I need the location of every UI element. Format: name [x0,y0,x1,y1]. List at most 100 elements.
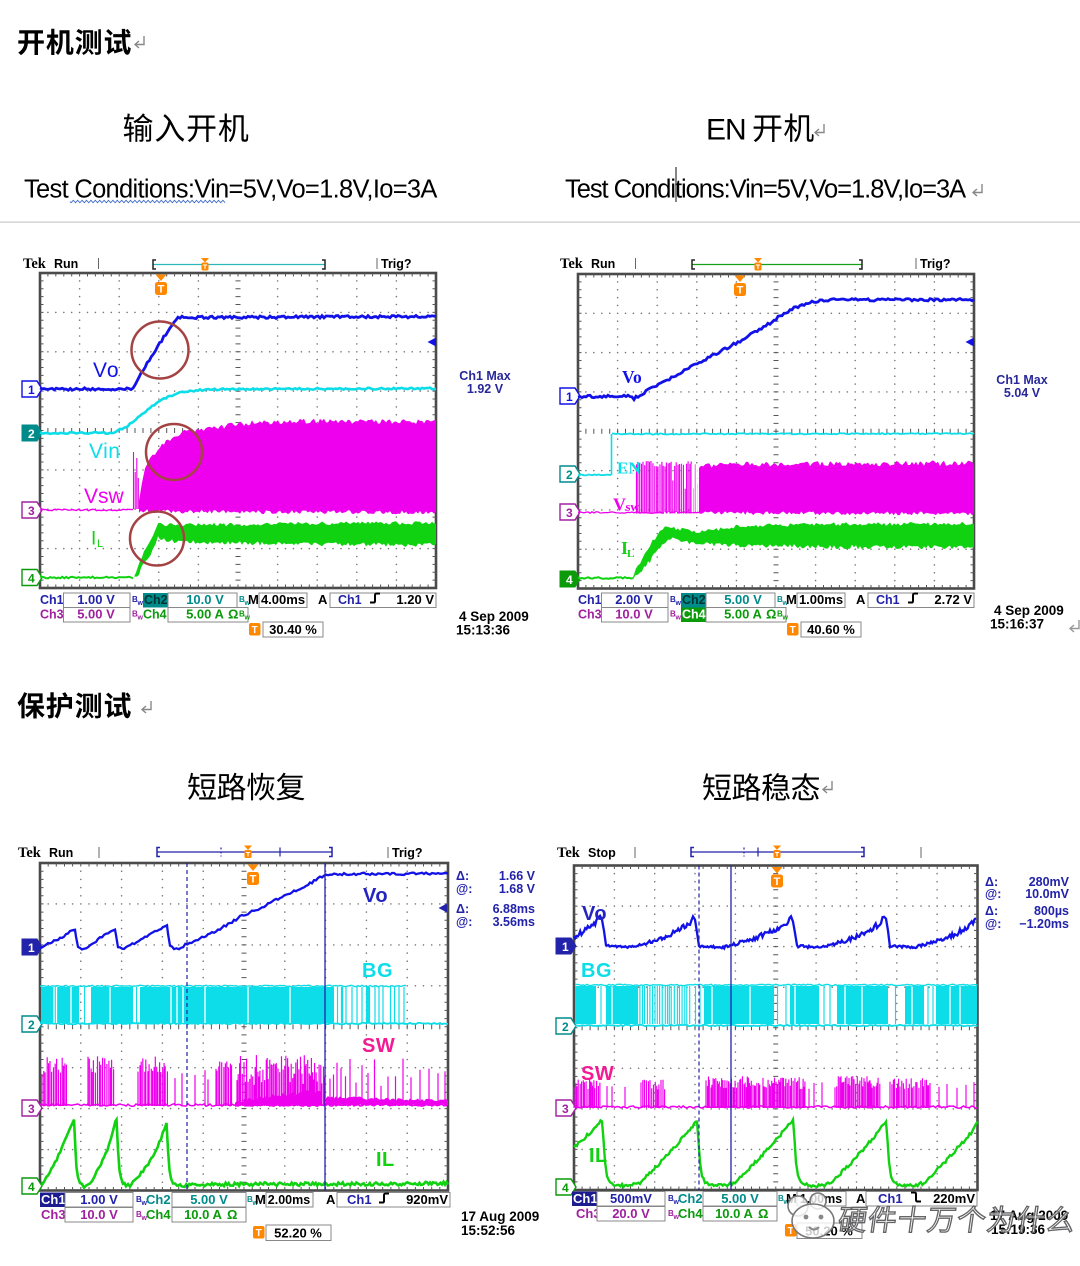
svg-text:1.68 V: 1.68 V [499,882,536,896]
svg-text:Ch2: Ch2 [146,1192,171,1207]
svg-text:A: A [318,592,328,607]
svg-text:A: A [856,1191,866,1206]
svg-text:Vo: Vo [93,359,120,382]
svg-text:IL: IL [589,1145,608,1167]
svg-text:10.0 A: 10.0 A [715,1206,753,1221]
svg-text:Trig?: Trig? [381,257,412,271]
svg-text:5.00 V: 5.00 V [77,607,115,622]
svg-text:Tek: Tek [560,256,584,272]
svg-text:Tek: Tek [23,256,47,272]
svg-text:Ch3: Ch3 [40,608,64,622]
svg-text:@:: @: [456,882,472,896]
svg-text:20.0 V: 20.0 V [612,1206,650,1221]
svg-text:w: w [673,1214,680,1221]
svg-text:1.00 V: 1.00 V [77,592,115,607]
svg-text:10.0mV: 10.0mV [1025,887,1069,901]
svg-text:Ch1: Ch1 [41,1192,66,1207]
svg-text:Ch3: Ch3 [576,1206,601,1221]
svg-text:Ch3: Ch3 [41,1207,66,1222]
svg-text:B: B [670,595,676,604]
svg-text:w: w [137,615,144,622]
svg-text:Ch1: Ch1 [573,1191,598,1206]
svg-text:10.0 A: 10.0 A [184,1207,222,1222]
svg-text:V: V [613,495,626,515]
svg-text:w: w [141,1200,148,1207]
svg-text:T: T [774,876,781,888]
svg-text:Ch4: Ch4 [143,608,167,622]
svg-text:Ch1 Max: Ch1 Max [459,369,510,383]
svg-text:3.56ms: 3.56ms [493,915,535,929]
svg-text:4: 4 [28,1180,35,1194]
svg-text:Δ:: Δ: [985,904,998,918]
svg-text:B: B [777,610,783,619]
svg-text:M: M [786,592,797,607]
svg-text:5.00 V: 5.00 V [190,1192,228,1207]
svg-text:T: T [788,1226,794,1237]
svg-text:Ch1: Ch1 [40,593,64,607]
svg-text:Stop: Stop [588,846,616,860]
svg-text:T: T [790,625,796,636]
svg-text:2: 2 [566,468,573,482]
svg-text:Ch1: Ch1 [876,593,900,607]
svg-text:10.0 V: 10.0 V [80,1207,118,1222]
svg-text:4 Sep 2009: 4 Sep 2009 [459,609,529,624]
svg-text:Ω: Ω [228,607,238,622]
svg-text:1.00 V: 1.00 V [80,1192,118,1207]
svg-text:w: w [782,600,789,607]
svg-text:2.00ms: 2.00ms [268,1193,310,1207]
svg-text:BG: BG [581,960,612,982]
svg-text:15:16:37: 15:16:37 [990,617,1044,632]
svg-text:B: B [670,610,676,619]
svg-text:EN: EN [706,114,746,147]
svg-text:BG: BG [362,960,393,982]
svg-text:Ch2: Ch2 [678,1191,703,1206]
svg-text:500mV: 500mV [610,1191,652,1206]
svg-text:Ch1: Ch1 [338,593,362,607]
svg-text:L: L [97,538,103,550]
svg-text:w: w [137,600,144,607]
svg-text:Ch1: Ch1 [578,593,602,607]
svg-text:SW: SW [581,1063,614,1085]
svg-text:220mV: 220mV [933,1191,975,1206]
svg-text:Trig?: Trig? [920,257,951,271]
svg-text:@:: @: [985,887,1001,901]
svg-text:6.88ms: 6.88ms [493,902,535,916]
svg-text:B: B [132,595,138,604]
svg-text:B: B [136,1210,142,1219]
svg-text:@:: @: [456,915,472,929]
svg-text:w: w [782,615,789,622]
svg-text:Ch4: Ch4 [146,1207,171,1222]
svg-text:40.60 %: 40.60 % [807,622,855,637]
svg-text:Ch4: Ch4 [678,1206,703,1221]
svg-text:10.0 V: 10.0 V [186,592,224,607]
svg-text:3: 3 [28,504,35,518]
svg-text:3: 3 [28,1102,35,1116]
svg-text:T: T [158,284,165,296]
svg-text:Vin: Vin [89,440,120,463]
svg-text:1: 1 [566,390,573,404]
svg-text:4: 4 [28,572,35,586]
svg-text:4 Sep 2009: 4 Sep 2009 [994,603,1064,618]
svg-text:T: T [256,1228,262,1239]
svg-text:Ch1 Max: Ch1 Max [996,373,1047,387]
svg-text:Ω: Ω [758,1206,768,1221]
svg-text:Run: Run [49,846,73,860]
svg-text:15:52:56: 15:52:56 [461,1223,516,1238]
svg-text:Test Conditions:Vin=5V,Vo=1.8V: Test Conditions:Vin=5V,Vo=1.8V,Io=3A [565,176,966,204]
svg-text:1.92 V: 1.92 V [467,382,504,396]
svg-text:1.66 V: 1.66 V [499,869,536,883]
svg-text:4: 4 [562,1181,569,1195]
svg-text:w: w [675,600,682,607]
svg-text:B: B [132,610,138,619]
svg-text:Ch3: Ch3 [578,608,602,622]
svg-text:15:19:36: 15:19:36 [991,1222,1046,1237]
svg-text:Δ:: Δ: [456,902,469,916]
svg-text:15:13:36: 15:13:36 [456,623,511,638]
svg-text:5.00 A: 5.00 A [724,607,762,622]
svg-text:Δ:: Δ: [985,875,998,889]
svg-text:M: M [248,592,259,607]
svg-text:Ch1: Ch1 [347,1192,372,1207]
svg-text:w: w [244,600,251,607]
svg-text:5.04 V: 5.04 V [1004,386,1041,400]
svg-text:T: T [250,874,257,886]
